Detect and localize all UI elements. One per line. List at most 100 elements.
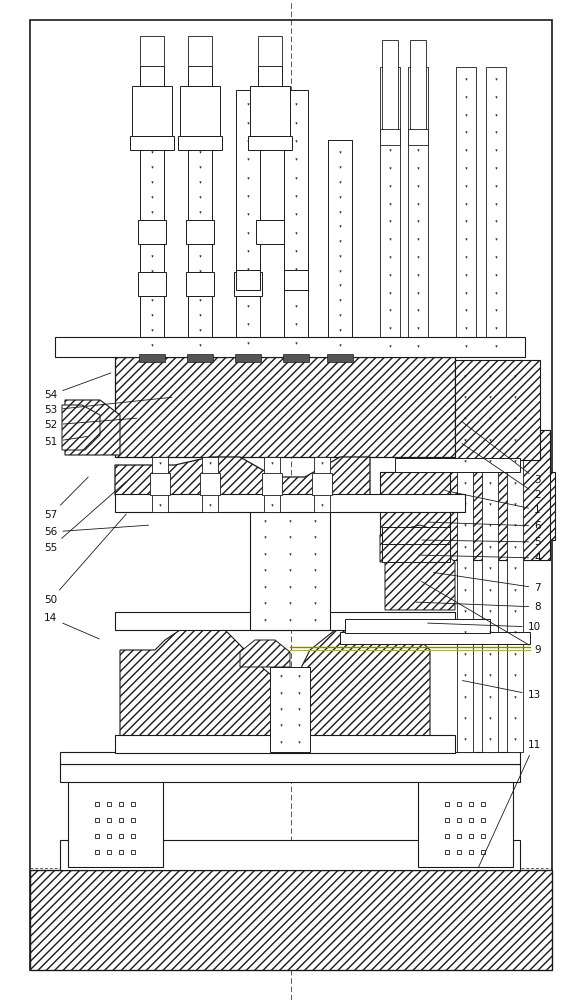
- Text: 52: 52: [44, 418, 137, 430]
- Bar: [139, 354, 165, 362]
- Bar: [482, 362, 498, 752]
- Bar: [60, 840, 520, 870]
- Bar: [234, 272, 262, 296]
- Text: 8: 8: [416, 602, 541, 612]
- Bar: [248, 136, 292, 150]
- Bar: [188, 66, 212, 86]
- Bar: [130, 136, 174, 150]
- Bar: [115, 612, 455, 630]
- Text: 50: 50: [44, 514, 126, 605]
- Polygon shape: [120, 630, 290, 752]
- Bar: [178, 136, 222, 150]
- Text: 56: 56: [44, 525, 148, 537]
- Bar: [262, 473, 282, 495]
- Bar: [382, 527, 450, 545]
- Bar: [380, 472, 555, 540]
- Bar: [132, 86, 172, 136]
- Bar: [380, 67, 400, 357]
- Bar: [30, 870, 552, 970]
- Bar: [312, 473, 332, 495]
- Bar: [457, 362, 473, 752]
- Bar: [140, 140, 164, 357]
- Text: 54: 54: [44, 373, 111, 400]
- Bar: [340, 632, 530, 644]
- Bar: [410, 40, 426, 130]
- Bar: [186, 220, 214, 244]
- Polygon shape: [380, 525, 450, 562]
- Text: 5: 5: [422, 537, 541, 547]
- Bar: [455, 360, 540, 460]
- Bar: [270, 667, 310, 752]
- Bar: [284, 270, 308, 290]
- Polygon shape: [62, 405, 100, 450]
- Bar: [188, 140, 212, 357]
- Bar: [188, 36, 212, 66]
- Bar: [236, 90, 260, 357]
- Polygon shape: [240, 640, 290, 667]
- Bar: [236, 270, 260, 290]
- Bar: [314, 457, 330, 512]
- Bar: [202, 457, 218, 512]
- Bar: [328, 140, 352, 357]
- Bar: [115, 494, 465, 512]
- Bar: [382, 544, 450, 562]
- Bar: [68, 779, 163, 867]
- Bar: [60, 752, 520, 764]
- Bar: [140, 66, 164, 86]
- Text: 4: 4: [419, 553, 541, 563]
- Bar: [380, 129, 400, 145]
- Text: 3: 3: [462, 422, 541, 485]
- Text: 57: 57: [44, 477, 88, 520]
- Text: 13: 13: [463, 681, 541, 700]
- Bar: [250, 86, 290, 136]
- Text: 53: 53: [44, 397, 172, 415]
- Text: 51: 51: [44, 436, 87, 447]
- Bar: [200, 473, 220, 495]
- Polygon shape: [290, 615, 430, 752]
- Bar: [486, 67, 506, 357]
- Polygon shape: [115, 457, 370, 495]
- Bar: [186, 272, 214, 296]
- Text: 1: 1: [445, 491, 541, 515]
- Bar: [235, 354, 261, 362]
- Text: 9: 9: [421, 581, 541, 655]
- Bar: [450, 430, 550, 560]
- Text: 6: 6: [428, 521, 541, 531]
- Bar: [152, 457, 168, 512]
- Text: 10: 10: [428, 622, 541, 632]
- Bar: [507, 362, 523, 752]
- Bar: [283, 354, 309, 362]
- Bar: [140, 36, 164, 66]
- Bar: [187, 354, 213, 362]
- Text: 11: 11: [478, 740, 541, 867]
- Bar: [138, 220, 166, 244]
- Bar: [256, 220, 284, 244]
- Bar: [258, 66, 282, 86]
- Bar: [138, 272, 166, 296]
- Bar: [115, 357, 455, 457]
- Text: 55: 55: [44, 482, 126, 553]
- Bar: [150, 473, 170, 495]
- Bar: [180, 86, 220, 136]
- Bar: [395, 458, 520, 472]
- Bar: [456, 67, 476, 357]
- Text: 2: 2: [462, 444, 541, 500]
- Bar: [418, 779, 513, 867]
- Bar: [408, 129, 428, 145]
- Polygon shape: [65, 400, 120, 455]
- Bar: [258, 36, 282, 66]
- Polygon shape: [385, 540, 455, 610]
- Bar: [345, 619, 490, 633]
- Bar: [55, 337, 525, 357]
- Bar: [115, 735, 455, 753]
- Bar: [284, 90, 308, 357]
- Bar: [264, 457, 280, 512]
- Text: 7: 7: [434, 572, 541, 593]
- Text: 14: 14: [44, 613, 100, 639]
- Bar: [60, 764, 520, 782]
- Bar: [382, 40, 398, 130]
- Bar: [327, 354, 353, 362]
- Bar: [30, 20, 552, 970]
- Bar: [250, 495, 330, 630]
- Bar: [408, 67, 428, 357]
